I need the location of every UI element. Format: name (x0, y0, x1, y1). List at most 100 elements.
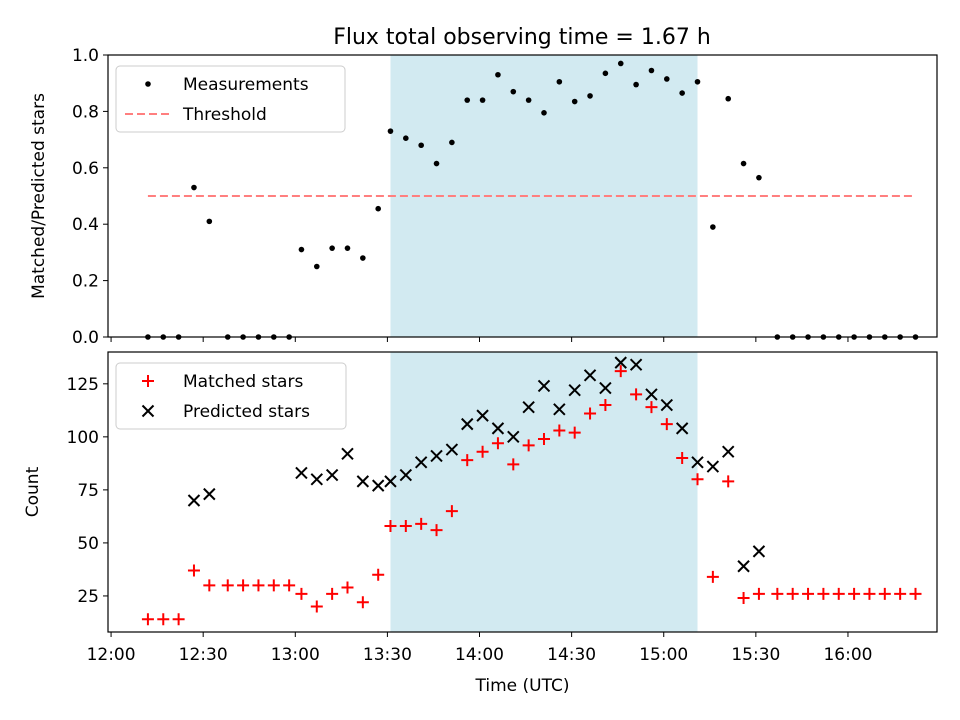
measurement-point (360, 255, 366, 261)
predicted-star-point (599, 381, 612, 395)
measurement-point (756, 174, 762, 181)
matched-star-point (252, 579, 265, 592)
matched-star-point (752, 587, 765, 600)
matched-star-point (691, 473, 704, 486)
x-tick-label: 12:30 (179, 645, 228, 665)
matched-star-point (283, 579, 296, 592)
matched-star-point (141, 613, 154, 626)
y-tick-label: 1.0 (72, 46, 99, 66)
matched-star-point (221, 579, 234, 592)
x-tick-label: 15:00 (639, 645, 688, 665)
y-tick-label: 25 (77, 587, 99, 607)
measurement-point (525, 97, 532, 103)
axes-frame (107, 54, 938, 338)
matched-star-point (676, 452, 689, 465)
measurement-point (541, 110, 547, 116)
matched-star-point (461, 454, 474, 467)
predicted-star-point (645, 388, 658, 401)
matched-star-point (341, 581, 354, 594)
predicted-star-point (507, 430, 520, 444)
matched-star-point (599, 399, 612, 412)
measurement-point (479, 97, 486, 103)
x-tick-label: 16:00 (823, 645, 872, 665)
y-tick-label: 0.0 (72, 328, 99, 348)
y-tick-label: 50 (77, 534, 99, 554)
y-tick-label: 0.2 (72, 272, 99, 292)
measurement-point (298, 246, 305, 253)
matched-star-point (645, 401, 658, 414)
x-tick-label: 14:30 (547, 645, 596, 665)
matched-star-point (771, 587, 784, 600)
predicted-star-point (430, 449, 443, 463)
measurement-point (633, 81, 639, 88)
x-tick-label: 12:00 (87, 645, 136, 665)
measurement-point (664, 76, 670, 82)
matched-star-point (430, 524, 443, 537)
predicted-star-point (371, 479, 385, 492)
measurement-point (418, 142, 424, 149)
predicted-star-point (491, 422, 505, 435)
axes-frame (107, 351, 938, 633)
predicted-star-point (629, 358, 643, 371)
matched-star-point (737, 592, 750, 605)
predicted-star-point (614, 356, 627, 369)
matched-star-point (832, 587, 845, 600)
predicted-star-point (310, 473, 323, 486)
measurement-point (679, 90, 685, 96)
y-tick-label: 75 (77, 481, 99, 501)
matched-star-point (399, 519, 412, 532)
y-tick-label: 0.6 (72, 159, 99, 179)
matched-star-point (848, 587, 861, 600)
matched-star-point (415, 517, 428, 530)
matched-star-point (909, 587, 922, 600)
measurement-point (556, 78, 563, 85)
measurement-point (710, 224, 716, 230)
y-tick-label: 100 (67, 428, 99, 448)
matched-star-point (863, 587, 876, 600)
predicted-star-point (445, 443, 459, 456)
measurement-point (344, 245, 351, 251)
legend: Measurements Threshold (115, 65, 346, 133)
matched-star-point (802, 587, 815, 600)
measurement-point (495, 71, 501, 78)
legend-x-marker (141, 404, 155, 418)
matched-star-point (522, 439, 535, 452)
measurement-point (206, 218, 213, 225)
predicted-star-point (476, 409, 489, 422)
predicted-star-point (706, 460, 720, 473)
matched-star-point (384, 519, 397, 532)
legend-dot-marker (145, 81, 151, 87)
x-tick-label: 14:00 (455, 645, 504, 665)
predicted-star-point (356, 475, 370, 488)
legend-label: Measurements (183, 75, 309, 95)
measurement-point (464, 97, 471, 103)
matched-star-point (172, 613, 185, 626)
predicted-star-point (399, 468, 413, 482)
measurement-point (740, 160, 747, 167)
legend: Matched stars Predicted stars (115, 362, 347, 430)
x-tick-label: 15:30 (731, 645, 780, 665)
matched-star-point (722, 475, 735, 488)
y-axis-label: Count (23, 466, 43, 517)
predicted-star-point (522, 400, 535, 414)
matched-star-point (614, 365, 627, 378)
predicted-star-point (691, 456, 704, 469)
matched-star-point (786, 587, 799, 600)
y-tick-label: 0.4 (72, 215, 99, 235)
measurement-point (375, 205, 381, 212)
measurement-point (694, 78, 701, 85)
measurement-point (191, 184, 197, 191)
predicted-star-point (660, 398, 674, 412)
matched-star-point (817, 587, 830, 600)
y-axis-label: Matched/Predicted stars (29, 93, 49, 299)
matched-star-point (157, 613, 170, 626)
predicted-star-point (537, 379, 551, 393)
legend-label: Predicted stars (183, 402, 310, 422)
matched-star-point (507, 458, 520, 471)
matched-star-point (568, 426, 581, 439)
matched-star-point (445, 505, 458, 518)
matched-star-point (372, 568, 385, 581)
measurement-point (313, 263, 320, 270)
predicted-star-point (325, 468, 339, 482)
